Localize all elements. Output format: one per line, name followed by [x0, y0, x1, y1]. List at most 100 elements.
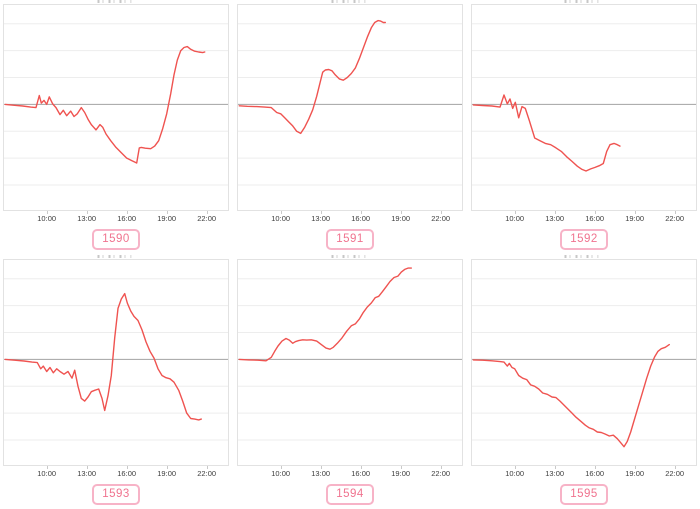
clipped-title-fragment — [331, 0, 366, 3]
x-tick-label: 22:00 — [665, 214, 685, 223]
badge-row: 1590 — [0, 229, 232, 250]
line-chart-svg — [238, 267, 462, 441]
chart-id-badge[interactable]: 1595 — [560, 484, 608, 505]
chart-cell-1590: 10:00 13:00 16:00 19:00 22:00 1590 — [0, 0, 234, 255]
x-tick-label: 19:00 — [625, 214, 645, 223]
badge-row: 1593 — [0, 484, 232, 505]
x-axis: 10:00 13:00 16:00 19:00 22:00 — [237, 211, 463, 226]
x-tick-mark — [674, 211, 676, 214]
x-tick-label: 13:00 — [77, 214, 97, 223]
data-line — [238, 19, 387, 135]
x-axis: 10:00 13:00 16:00 19:00 22:00 — [471, 211, 697, 226]
x-tick-mark — [440, 466, 442, 469]
plot-area — [237, 4, 463, 211]
chart-cell-1592: 10:00 13:00 16:00 19:00 22:00 1592 — [468, 0, 700, 255]
badge-row: 1595 — [468, 484, 700, 505]
plot-area — [471, 4, 697, 211]
x-tick-mark — [400, 466, 402, 469]
x-tick-mark — [166, 466, 168, 469]
x-tick-mark — [46, 466, 48, 469]
x-tick-label: 16:00 — [585, 469, 605, 478]
x-tick-mark — [554, 466, 556, 469]
x-tick-label: 10:00 — [271, 469, 291, 478]
x-axis: 10:00 13:00 16:00 19:00 22:00 — [3, 466, 229, 481]
x-tick-label: 19:00 — [157, 214, 177, 223]
x-tick-mark — [554, 211, 556, 214]
x-tick-mark — [126, 466, 128, 469]
data-line — [4, 45, 206, 164]
x-tick-label: 16:00 — [351, 469, 371, 478]
clipped-title-fragment — [564, 0, 599, 3]
x-tick-label: 22:00 — [197, 469, 217, 478]
clipped-title-fragment — [331, 255, 366, 258]
chart-id-badge[interactable]: 1590 — [92, 229, 140, 250]
x-tick-label: 19:00 — [391, 469, 411, 478]
chart-id-badge[interactable]: 1593 — [92, 484, 140, 505]
chart-cell-1594: 10:00 13:00 16:00 19:00 22:00 1594 — [234, 255, 468, 509]
x-tick-label: 16:00 — [117, 214, 137, 223]
x-tick-label: 10:00 — [505, 469, 525, 478]
data-line — [4, 292, 203, 421]
x-tick-mark — [594, 466, 596, 469]
x-tick-label: 19:00 — [391, 214, 411, 223]
x-tick-label: 13:00 — [545, 469, 565, 478]
x-tick-mark — [86, 466, 88, 469]
plot-area — [3, 4, 229, 211]
x-tick-mark — [166, 211, 168, 214]
x-tick-mark — [360, 466, 362, 469]
clipped-title-fragment — [97, 255, 132, 258]
x-tick-mark — [126, 211, 128, 214]
x-tick-mark — [280, 466, 282, 469]
x-tick-label: 16:00 — [117, 469, 137, 478]
x-tick-label: 10:00 — [505, 214, 525, 223]
chart-id-badge[interactable]: 1591 — [326, 229, 374, 250]
chart-cell-1593: 10:00 13:00 16:00 19:00 22:00 1593 — [0, 255, 234, 509]
x-tick-mark — [86, 211, 88, 214]
x-tick-mark — [360, 211, 362, 214]
x-tick-label: 16:00 — [351, 214, 371, 223]
line-chart-svg — [238, 19, 462, 186]
x-tick-label: 13:00 — [77, 469, 97, 478]
plot-area — [3, 259, 229, 466]
badge-row: 1592 — [468, 229, 700, 250]
x-tick-label: 13:00 — [545, 214, 565, 223]
x-tick-label: 13:00 — [311, 469, 331, 478]
data-line — [238, 267, 413, 362]
x-tick-mark — [206, 211, 208, 214]
x-tick-mark — [674, 466, 676, 469]
x-tick-label: 16:00 — [585, 214, 605, 223]
x-tick-mark — [594, 211, 596, 214]
x-tick-label: 22:00 — [665, 469, 685, 478]
x-tick-mark — [206, 466, 208, 469]
chart-cell-1591: 10:00 13:00 16:00 19:00 22:00 1591 — [234, 0, 468, 255]
x-tick-mark — [634, 211, 636, 214]
x-tick-mark — [280, 211, 282, 214]
x-tick-mark — [46, 211, 48, 214]
x-tick-mark — [634, 466, 636, 469]
x-tick-mark — [320, 211, 322, 214]
x-tick-label: 10:00 — [37, 469, 57, 478]
plot-area — [471, 259, 697, 466]
x-tick-mark — [514, 211, 516, 214]
x-tick-label: 19:00 — [157, 469, 177, 478]
badge-row: 1594 — [234, 484, 466, 505]
x-tick-label: 10:00 — [271, 214, 291, 223]
chart-cell-1595: 10:00 13:00 16:00 19:00 22:00 1595 — [468, 255, 700, 509]
x-tick-mark — [400, 211, 402, 214]
data-line — [472, 343, 671, 448]
chart-id-badge[interactable]: 1592 — [560, 229, 608, 250]
clipped-title-fragment — [97, 0, 132, 3]
line-chart-svg — [472, 278, 696, 448]
badge-row: 1591 — [234, 229, 466, 250]
line-chart-svg — [472, 23, 696, 186]
data-line — [472, 94, 621, 172]
x-tick-label: 13:00 — [311, 214, 331, 223]
x-tick-mark — [440, 211, 442, 214]
line-chart-svg — [4, 23, 228, 186]
chart-id-badge[interactable]: 1594 — [326, 484, 374, 505]
x-tick-mark — [320, 466, 322, 469]
x-tick-mark — [514, 466, 516, 469]
x-tick-label: 19:00 — [625, 469, 645, 478]
x-tick-label: 22:00 — [431, 214, 451, 223]
